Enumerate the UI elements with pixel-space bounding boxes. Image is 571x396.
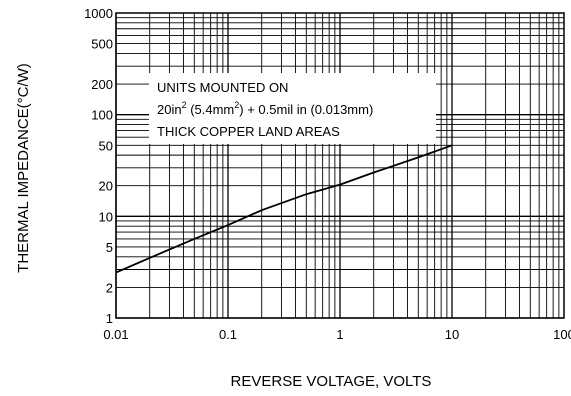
annotation-line-2-sup1: 2 xyxy=(182,100,187,110)
annotation-line-3: THICK COPPER LAND AREAS xyxy=(157,124,340,139)
annotation-line-2-mid: (5.4mm xyxy=(187,102,235,117)
x-tick-labels: 0.01 0.1 1 10 100 xyxy=(103,327,571,342)
annotation-line-1: UNITS MOUNTED ON xyxy=(157,80,288,95)
y-tick-label: 500 xyxy=(91,37,113,52)
annotation-line-2: 20in2 (5.4mm2) + 0.5mil in (0.013mm) xyxy=(157,100,373,117)
y-tick-label: 20 xyxy=(99,179,113,194)
x-tick-label: 0.1 xyxy=(219,327,237,342)
y-tick-label: 5 xyxy=(106,240,113,255)
y-tick-label: 200 xyxy=(91,77,113,92)
series-line-1 xyxy=(115,144,453,274)
x-tick-label: 0.01 xyxy=(103,327,128,342)
plot-frame xyxy=(115,12,565,319)
annotation-box xyxy=(149,73,436,144)
y-tick-label: 50 xyxy=(99,138,113,153)
y-tick-labels: 1 2 5 10 20 50 100 200 500 1000 xyxy=(84,6,113,326)
x-tick-label: 10 xyxy=(445,327,459,342)
x-tick-label: 1 xyxy=(336,327,343,342)
y-tick-label: 100 xyxy=(91,108,113,123)
y-axis-label: THERMAL IMPEDANCE(°C/W) xyxy=(15,63,32,273)
series-group xyxy=(115,144,453,274)
y-tick-label: 2 xyxy=(106,280,113,295)
x-axis-label: REVERSE VOLTAGE, VOLTS xyxy=(231,373,432,390)
annotation-line-2-pre: 20in xyxy=(157,102,182,117)
annotation-line-2-post: ) + 0.5mil in (0.013mm) xyxy=(239,102,373,117)
annotation-line-2-sup2: 2 xyxy=(234,100,239,110)
y-tick-label: 1000 xyxy=(84,6,113,21)
y-tick-label: 10 xyxy=(99,209,113,224)
y-tick-label: 1 xyxy=(106,311,113,326)
grid xyxy=(115,13,564,319)
x-tick-label: 100 xyxy=(553,327,571,342)
